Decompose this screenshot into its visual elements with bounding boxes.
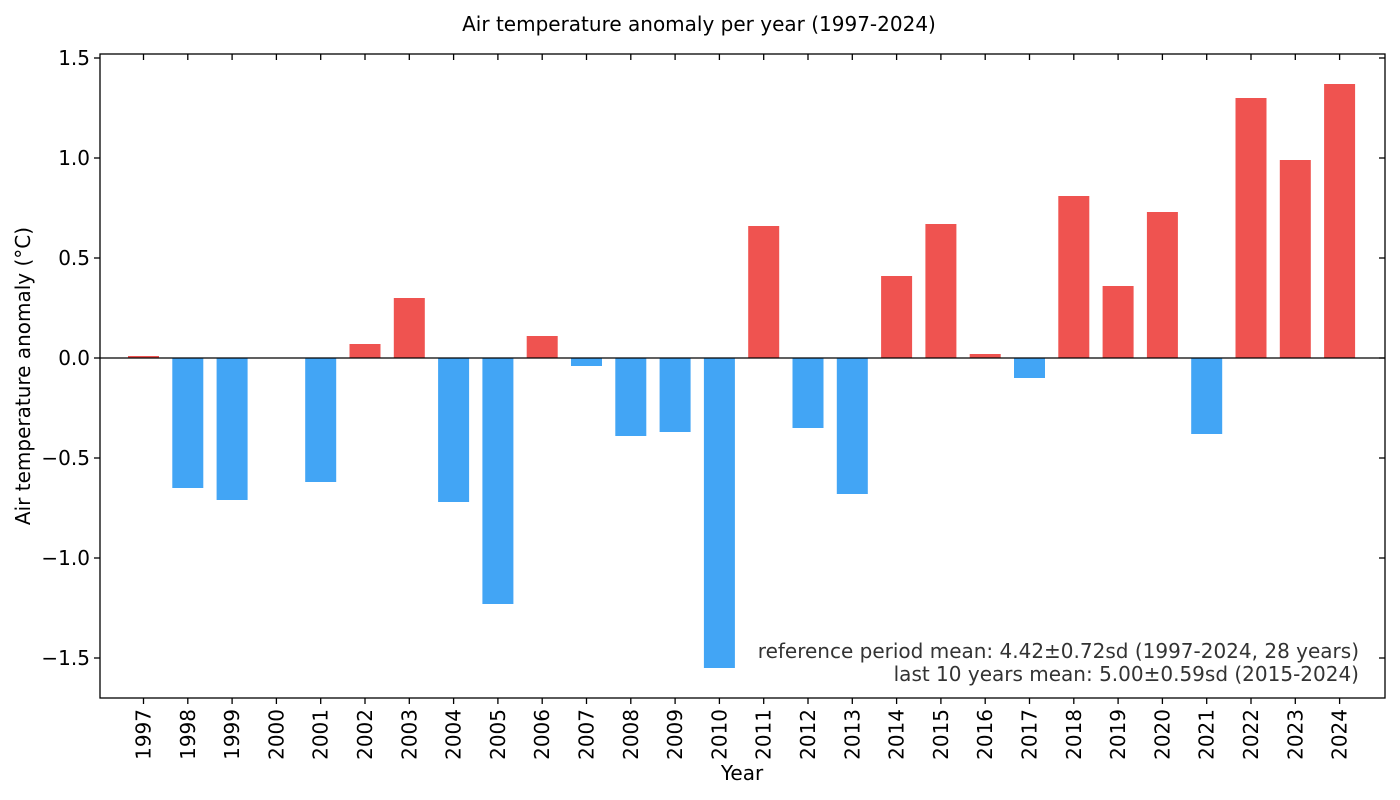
y-tick-label: 1.5 <box>58 46 90 70</box>
x-tick-label: 2000 <box>264 709 288 760</box>
bar-2012 <box>792 358 824 428</box>
x-tick-label: 2024 <box>1328 709 1352 760</box>
reference-period-annotation: reference period mean: 4.42±0.72sd (1997… <box>758 639 1359 663</box>
chart-title: Air temperature anomaly per year (1997-2… <box>462 12 936 36</box>
y-axis-label: Air temperature anomaly (°C) <box>11 227 35 525</box>
bar-2013 <box>836 358 868 494</box>
x-axis-ticks: 1997 1998 1999 2000 2001 2002 2003 2004 2005 2006… <box>132 54 1352 760</box>
x-tick-label: 2016 <box>973 709 997 760</box>
x-tick-label: 2012 <box>796 709 820 760</box>
y-tick-label: −0.5 <box>41 446 90 470</box>
x-tick-label: 2004 <box>442 709 466 760</box>
x-tick-label: 2001 <box>309 709 333 760</box>
bar-2023 <box>1279 160 1311 358</box>
x-tick-label: 2010 <box>707 709 731 760</box>
bar-2024 <box>1324 84 1356 358</box>
bar-2019 <box>1102 286 1134 358</box>
last-10-years-annotation: last 10 years mean: 5.00±0.59sd (2015-20… <box>894 662 1359 686</box>
bar-2015 <box>925 224 957 358</box>
x-tick-label: 2003 <box>397 709 421 760</box>
bar-2011 <box>748 226 780 358</box>
x-tick-label: 1997 <box>132 709 156 760</box>
bar-2020 <box>1146 212 1178 358</box>
x-tick-label: 2008 <box>619 709 643 760</box>
bar-1997 <box>128 356 159 358</box>
plot-frame <box>99 53 1386 699</box>
x-tick-label: 2019 <box>1106 709 1130 760</box>
bar-2006 <box>526 336 558 358</box>
y-tick-label: 0.5 <box>58 246 90 270</box>
x-tick-label: 2015 <box>929 709 953 760</box>
x-tick-label: 2020 <box>1150 709 1174 760</box>
bar-1998 <box>172 358 204 488</box>
bars <box>128 84 1356 668</box>
bar-2008 <box>615 358 647 436</box>
y-tick-label: 0.0 <box>58 346 90 370</box>
bar-2014 <box>881 276 913 358</box>
bar-2004 <box>438 358 470 502</box>
bar-2005 <box>482 358 514 604</box>
bar-2002 <box>349 344 381 358</box>
bar-2017 <box>1014 358 1045 378</box>
x-tick-label: 1999 <box>220 709 244 760</box>
x-tick-label: 2009 <box>663 709 687 760</box>
y-tick-label: −1.5 <box>41 646 90 670</box>
bar-2010 <box>703 358 735 668</box>
x-tick-label: 2011 <box>752 709 776 760</box>
x-tick-label: 2017 <box>1018 709 1042 760</box>
x-tick-label: 2018 <box>1062 709 1086 760</box>
bar-2003 <box>393 298 425 358</box>
bar-2016 <box>969 354 1001 358</box>
bar-1999 <box>216 358 248 500</box>
x-axis-label: Year <box>720 761 764 785</box>
x-tick-label: 2023 <box>1283 709 1307 760</box>
x-tick-label: 2002 <box>353 709 377 760</box>
bar-2009 <box>659 358 691 432</box>
x-tick-label: 2005 <box>486 709 510 760</box>
x-tick-label: 2022 <box>1239 709 1263 760</box>
bar-2001 <box>305 358 337 482</box>
x-tick-label: 2006 <box>530 709 554 760</box>
bar-2022 <box>1235 98 1267 358</box>
x-tick-label: 2014 <box>885 709 909 760</box>
x-tick-label: 1998 <box>176 709 200 760</box>
x-tick-label: 2007 <box>575 709 599 760</box>
bar-2018 <box>1058 196 1090 358</box>
x-tick-label: 2013 <box>840 709 864 760</box>
x-tick-label: 2021 <box>1195 709 1219 760</box>
y-axis-ticks: −1.5 −1.0 −0.5 0.0 0.5 1.0 1.5 <box>41 46 1385 670</box>
y-tick-label: 1.0 <box>58 146 90 170</box>
y-tick-label: −1.0 <box>41 546 90 570</box>
bar-2021 <box>1191 358 1223 434</box>
bar-2007 <box>571 358 602 366</box>
